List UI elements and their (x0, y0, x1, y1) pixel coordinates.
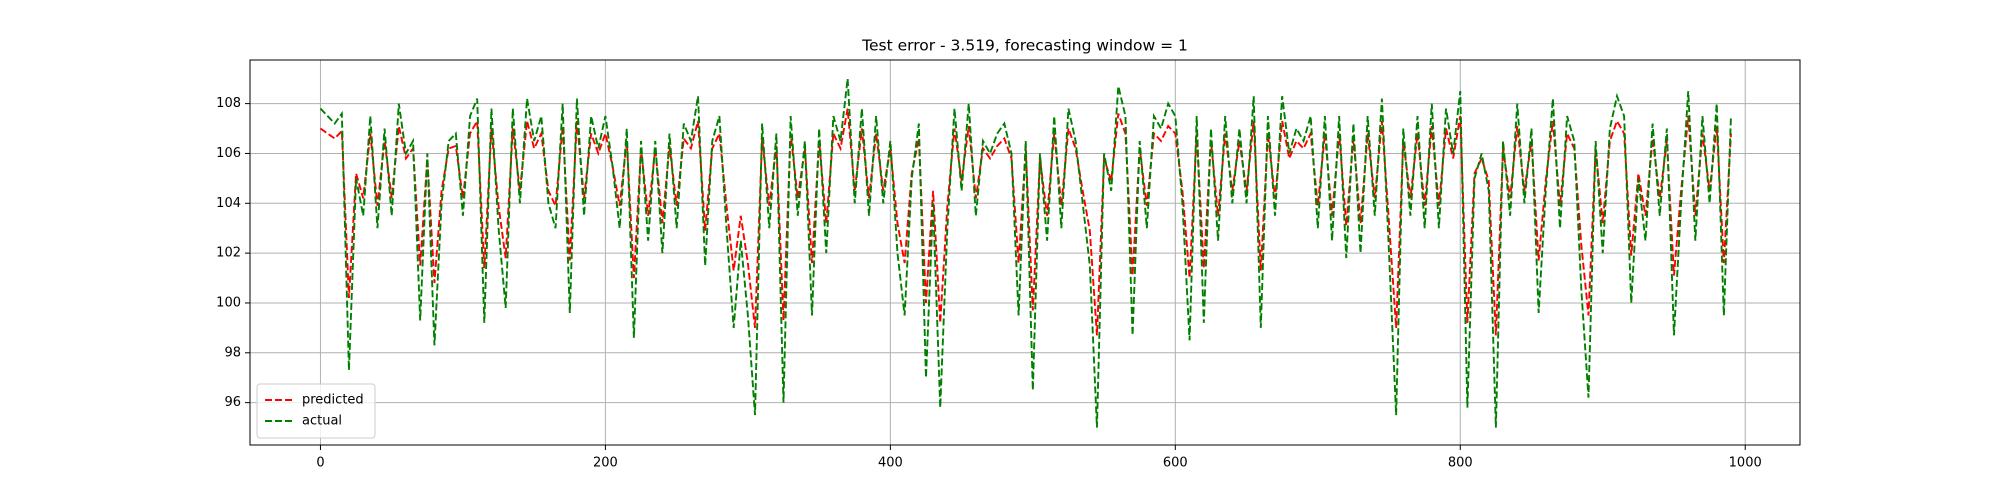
data-line (319, 78, 1732, 428)
legend-label: predicted (302, 393, 364, 408)
x-tick-label: 1000 (1729, 456, 1762, 471)
y-tick-label: 102 (216, 246, 241, 261)
axes-frame (249, 59, 1801, 446)
x-tick-label: 600 (1163, 456, 1188, 471)
y-tick-label: 96 (224, 395, 241, 410)
chart-title: Test error - 3.519, forecasting window =… (861, 37, 1188, 55)
legend-label: actual (302, 414, 342, 429)
legend: predicted actual (256, 383, 376, 439)
y-tick-label: 106 (216, 146, 241, 161)
y-tick-label: 100 (216, 295, 241, 310)
x-tick-label: 800 (1448, 456, 1473, 471)
y-tick-label: 98 (224, 345, 241, 360)
y-tick-label: 104 (216, 196, 241, 211)
x-tick-label: 200 (593, 456, 618, 471)
y-tick-label: 108 (216, 96, 241, 111)
legend-box (256, 383, 376, 439)
x-tick-label: 0 (316, 456, 324, 471)
x-tick-label: 400 (878, 456, 903, 471)
